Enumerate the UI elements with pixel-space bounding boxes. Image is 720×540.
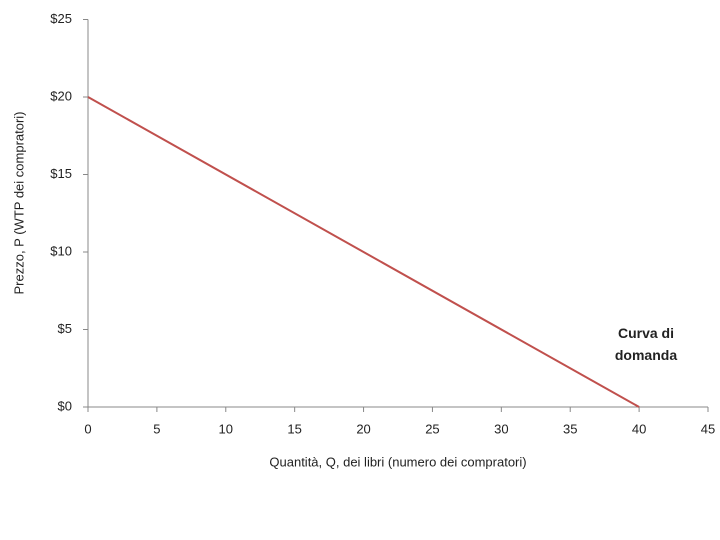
y-tick-label: $25 (50, 11, 72, 26)
x-axis-label: Quantità, Q, dei libri (numero dei compr… (269, 454, 526, 469)
y-axis-label: Prezzo, P (WTP dei compratori) (11, 111, 26, 294)
x-tick-label: 15 (287, 421, 301, 436)
x-tick-label: 5 (153, 421, 160, 436)
annotation: Curva di domanda (614, 325, 678, 363)
x-tick-label: 0 (84, 421, 91, 436)
demand-line (87, 96, 640, 408)
y-tick-label: $5 (58, 321, 72, 336)
x-tick-label: 20 (356, 421, 370, 436)
x-tick-label: 35 (563, 421, 577, 436)
y-tick-label: $20 (50, 88, 72, 103)
x-tick-label: 30 (494, 421, 508, 436)
y-tick-label: $0 (58, 398, 72, 413)
x-tick-label: 45 (701, 421, 715, 436)
y-tick-label: $10 (50, 243, 72, 258)
x-tick-label: 40 (632, 421, 646, 436)
y-tick-label: $15 (50, 166, 72, 181)
x-tick-label: 10 (219, 421, 233, 436)
x-tick-label: 25 (425, 421, 439, 436)
